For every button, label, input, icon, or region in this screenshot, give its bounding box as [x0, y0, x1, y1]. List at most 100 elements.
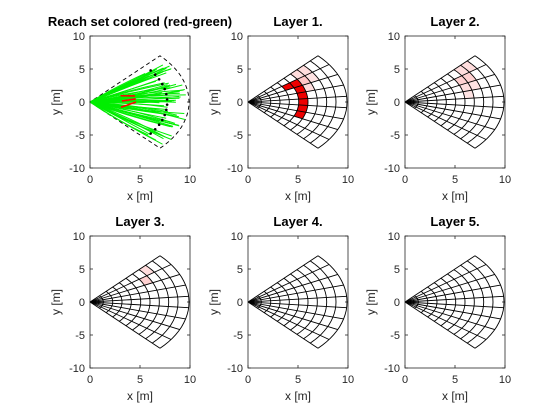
- trajectory-endpoint: [165, 103, 169, 106]
- grid-ring: [257, 295, 262, 309]
- grid-ring: [427, 86, 438, 118]
- x-tick-label: 10: [499, 174, 511, 186]
- trajectory-endpoint: [163, 87, 166, 91]
- grid-spoke: [404, 101, 495, 131]
- grid-ring: [99, 295, 104, 309]
- grid-spoke: [247, 73, 338, 103]
- panel-layer1: Layer 1. 0 5 10 -10 -5 0 5 10 x [m] y [m]: [207, 14, 354, 203]
- grid-ring: [414, 295, 419, 309]
- x-axis-label: x [m]: [285, 189, 311, 203]
- trajectory: [89, 101, 186, 120]
- plot-area: [405, 36, 505, 168]
- grid-ring: [317, 55, 348, 149]
- x-tick-label: 5: [295, 374, 301, 386]
- trajectory-endpoint: [160, 118, 164, 122]
- grid-spoke: [89, 301, 180, 331]
- y-tick-label: 0: [79, 297, 85, 309]
- grid-spoke: [247, 301, 338, 331]
- reach-boundary: [89, 55, 190, 149]
- y-tick-label: -10: [384, 363, 400, 375]
- trajectory-endpoint: [157, 77, 161, 81]
- x-tick-label: 5: [137, 374, 143, 386]
- grid-spoke: [247, 101, 347, 109]
- grid-spoke: [247, 301, 344, 320]
- collision-segment: [121, 98, 136, 102]
- trajectory-endpoint: [149, 69, 152, 72]
- x-tick-label: 10: [342, 174, 354, 186]
- grid-spoke: [89, 284, 186, 303]
- trajectory-endpoint: [165, 92, 168, 96]
- occupancy-cell: [297, 104, 308, 113]
- grid-spoke: [89, 255, 161, 303]
- grid-ring: [276, 82, 290, 122]
- grid-ring: [290, 73, 309, 131]
- panel-layer2-title: Layer 2.: [430, 14, 479, 29]
- axes-frame: [404, 35, 506, 169]
- x-tick-label: 10: [342, 374, 354, 386]
- grid-spoke: [404, 264, 487, 303]
- occupancy-cell: [297, 65, 313, 76]
- grid-ring: [440, 77, 457, 127]
- grid-spoke: [404, 284, 501, 303]
- grid-ring: [460, 264, 485, 340]
- x-tick-label: 5: [452, 374, 458, 386]
- grid-ring: [420, 291, 429, 313]
- grid-spoke: [247, 301, 347, 309]
- grid-ring: [105, 291, 114, 313]
- grid-spoke: [89, 301, 172, 340]
- trajectory-endpoint: [153, 73, 157, 77]
- trajectory: [89, 101, 166, 138]
- x-tick-label: 0: [245, 374, 251, 386]
- grid-spoke: [404, 64, 487, 103]
- trajectory-endpoint: [149, 132, 152, 135]
- grid-ring: [270, 86, 281, 118]
- y-tick-label: -10: [227, 363, 243, 375]
- grid-ring: [290, 273, 309, 331]
- occupancy-cell: [463, 90, 474, 99]
- panel-layer5-title: Layer 5.: [430, 214, 479, 229]
- grid-spoke: [404, 101, 501, 120]
- y-axis-label: y [m]: [207, 89, 221, 115]
- grid-ring: [309, 60, 337, 144]
- y-tick-label: 0: [394, 97, 400, 109]
- grid-spoke: [89, 273, 180, 303]
- grid-spoke: [247, 301, 330, 340]
- y-tick-label: 10: [388, 31, 400, 43]
- grid-ring: [159, 255, 190, 349]
- x-tick-label: 0: [87, 174, 93, 186]
- trajectory: [89, 101, 157, 141]
- trajectory-endpoint: [157, 123, 161, 127]
- trajectory: [89, 101, 173, 125]
- grid-ring: [453, 269, 475, 335]
- grid-ring: [474, 255, 505, 349]
- axes-frame: [404, 235, 506, 369]
- y-tick-label: -10: [384, 163, 400, 175]
- y-tick-label: 5: [79, 264, 85, 276]
- x-tick-label: 5: [452, 174, 458, 186]
- grid-ring: [132, 273, 151, 331]
- trajectory: [89, 73, 146, 103]
- grid-ring: [433, 282, 447, 322]
- y-tick-label: -10: [69, 363, 85, 375]
- x-tick-label: 5: [295, 174, 301, 186]
- grid-ring: [118, 282, 132, 322]
- y-tick-label: 5: [394, 64, 400, 76]
- grid-ring: [317, 255, 348, 349]
- grid-spoke: [247, 273, 338, 303]
- trajectory-endpoint: [165, 98, 169, 101]
- y-tick-label: 5: [237, 264, 243, 276]
- grid-ring: [145, 264, 170, 340]
- y-tick-label: 5: [79, 64, 85, 76]
- y-tick-label: -5: [75, 330, 85, 342]
- x-tick-label: 10: [184, 174, 196, 186]
- grid-spoke: [247, 101, 319, 149]
- y-tick-label: -5: [233, 130, 243, 142]
- grid-spoke: [247, 301, 319, 349]
- y-tick-label: -10: [69, 163, 85, 175]
- grid-spoke: [404, 95, 504, 103]
- grid-spoke: [404, 84, 501, 103]
- grid-ring: [151, 260, 179, 344]
- grid-ring: [466, 60, 494, 144]
- grid-spoke: [247, 101, 330, 140]
- trajectory: [89, 82, 165, 103]
